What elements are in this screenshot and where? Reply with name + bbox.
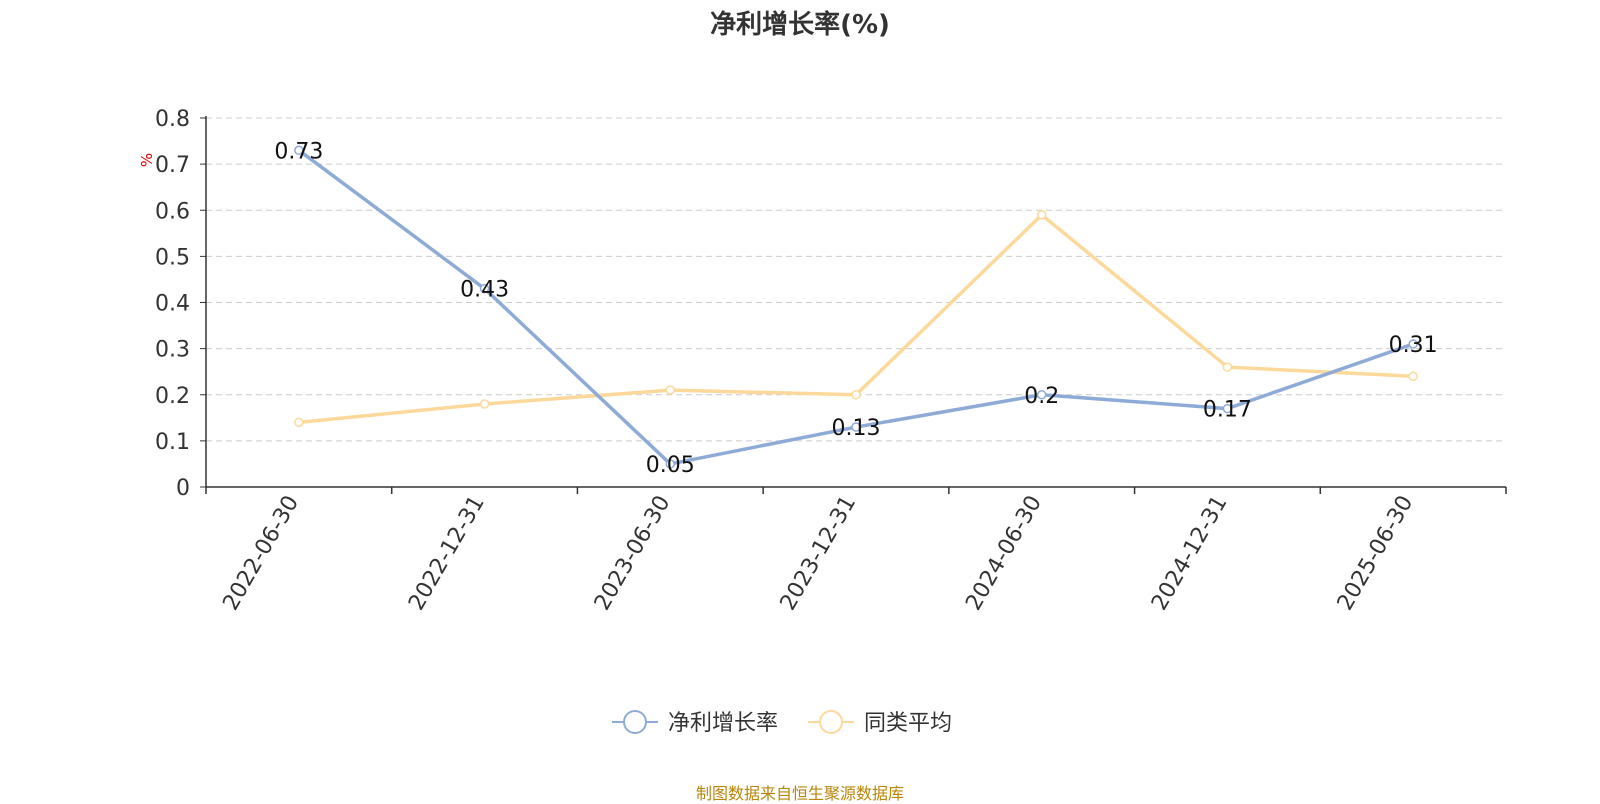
x-tick-label: 2024-06-30 bbox=[961, 492, 1047, 615]
y-tick-label: 0.4 bbox=[155, 292, 190, 317]
data-label: 0.2 bbox=[1024, 384, 1059, 409]
data-point-peer-average bbox=[1222, 362, 1233, 372]
data-point-net-profit-growth bbox=[479, 283, 490, 294]
data-point-net-profit-growth bbox=[294, 145, 304, 156]
x-tick-label: 2023-06-30 bbox=[590, 492, 676, 615]
data-label: 0.43 bbox=[460, 278, 509, 303]
y-tick-label: 0.3 bbox=[155, 338, 190, 363]
y-tick-label: 0 bbox=[176, 476, 190, 501]
x-tick-label: 2025-06-30 bbox=[1333, 492, 1419, 615]
y-tick-label: 0.1 bbox=[155, 430, 190, 455]
data-label: 0.13 bbox=[832, 416, 881, 441]
y-tick-label: 0.6 bbox=[155, 199, 190, 224]
data-label: 0.73 bbox=[274, 139, 323, 164]
data-point-peer-average bbox=[851, 390, 861, 400]
data-point-peer-average bbox=[665, 385, 676, 395]
legend-marker-net-profit-growth bbox=[623, 710, 647, 734]
x-tick-label: 2023-12-31 bbox=[776, 492, 862, 615]
data-label: 0.17 bbox=[1203, 398, 1252, 423]
x-tick-label: 2022-12-31 bbox=[404, 491, 490, 614]
y-axis-label: % bbox=[138, 153, 156, 167]
data-point-net-profit-growth bbox=[1036, 390, 1047, 400]
data-label: 0.31 bbox=[1389, 333, 1438, 358]
data-point-net-profit-growth bbox=[665, 459, 676, 469]
x-tick-label: 2022-06-30 bbox=[218, 492, 304, 615]
y-tick-label: 0.5 bbox=[155, 245, 190, 270]
data-point-peer-average bbox=[1408, 371, 1418, 382]
y-tick-label: 0.2 bbox=[155, 384, 190, 409]
data-label: 0.05 bbox=[646, 453, 695, 478]
data-point-net-profit-growth bbox=[1222, 403, 1233, 414]
data-point-peer-average bbox=[294, 417, 304, 428]
x-tick-label: 2024-12-31 bbox=[1147, 492, 1233, 615]
legend-label-peer-average: 同类平均 bbox=[864, 711, 952, 736]
data-point-net-profit-growth bbox=[851, 422, 861, 432]
data-point-peer-average bbox=[1036, 210, 1047, 220]
data-point-net-profit-growth bbox=[1408, 339, 1418, 349]
legend-label-net-profit-growth: 净利增长率 bbox=[668, 711, 778, 736]
source-footer: 制图数据来自恒生聚源数据库 bbox=[695, 784, 904, 803]
chart-title: 净利增长率(%) bbox=[710, 10, 890, 40]
data-point-peer-average bbox=[479, 399, 490, 409]
y-tick-label: 0.8 bbox=[155, 107, 190, 132]
legend-marker-peer-average bbox=[819, 710, 843, 734]
y-tick-label: 0.7 bbox=[155, 153, 190, 178]
